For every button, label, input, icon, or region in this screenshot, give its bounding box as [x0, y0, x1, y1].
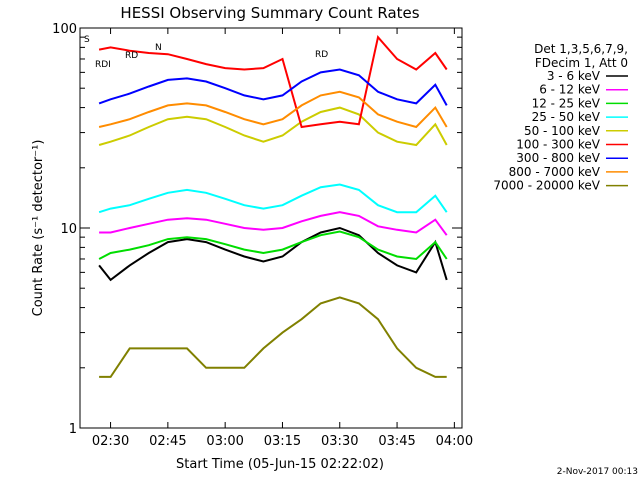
flag-label-2: N [155, 43, 162, 53]
legend-label-8: 800 - 7000 keV [509, 165, 601, 179]
x-tick-label-6: 03:45 [378, 434, 415, 449]
legend-label-4: 25 - 50 keV [532, 110, 601, 124]
legend-title-line-1: Det 1,3,5,6,7,9, [534, 42, 628, 56]
flag-label-4: RDI [95, 60, 111, 70]
series-line-7 [98, 68, 448, 106]
x-tick-label-2: 02:45 [149, 434, 186, 449]
legend-label-6: 100 - 300 keV [516, 138, 600, 152]
y-axis-label: Count Rate (s⁻¹ detector⁻¹) [31, 140, 46, 317]
series-line-6 [98, 35, 448, 129]
legend-label-1: 3 - 6 keV [547, 69, 601, 83]
plot-area: S N RD RDI RD [79, 27, 463, 429]
series-line-8 [98, 90, 448, 129]
x-axis: 02:30 02:45 03:00 03:15 03:30 03:45 04:00 [92, 28, 473, 449]
flag-label-1: S [84, 35, 90, 45]
series-line-9 [99, 296, 447, 378]
series-line-1 [98, 226, 448, 282]
flag-label-5: RD [315, 50, 328, 60]
y-axis: 1 10 100 [52, 22, 462, 437]
legend: Det 1,3,5,6,7,9, FDecim 1, Att 0 3 - 6 k… [493, 42, 628, 193]
series-line-4 [98, 183, 448, 214]
series-line-5 [98, 106, 448, 147]
legend-title-line-2: FDecim 1, Att 0 [535, 56, 628, 70]
legend-label-9: 7000 - 20000 keV [493, 179, 600, 193]
series-line-2 [99, 211, 448, 236]
y-tick-label-3: 100 [52, 22, 77, 37]
legend-label-3: 12 - 25 keV [532, 96, 601, 110]
flag-label-3: RD [125, 51, 138, 61]
chart-title: HESSI Observing Summary Count Rates [120, 4, 419, 22]
date-stamp: 2-Nov-2017 00:13 [557, 467, 638, 477]
x-tick-label-4: 03:15 [264, 434, 301, 449]
y-tick-label-2: 10 [60, 222, 77, 237]
legend-label-2: 6 - 12 keV [539, 83, 601, 97]
y-tick-label-1: 1 [69, 422, 77, 437]
series-line-3 [98, 230, 448, 261]
x-tick-label-1: 02:30 [92, 434, 129, 449]
legend-label-7: 300 - 800 keV [516, 151, 600, 165]
x-tick-label-7: 04:00 [436, 434, 473, 449]
legend-label-5: 50 - 100 keV [524, 124, 601, 138]
x-tick-label-3: 03:00 [206, 434, 243, 449]
x-tick-label-5: 03:30 [321, 434, 358, 449]
x-axis-label: Start Time (05-Jun-15 02:22:02) [176, 457, 384, 472]
plot-frame [79, 27, 463, 429]
